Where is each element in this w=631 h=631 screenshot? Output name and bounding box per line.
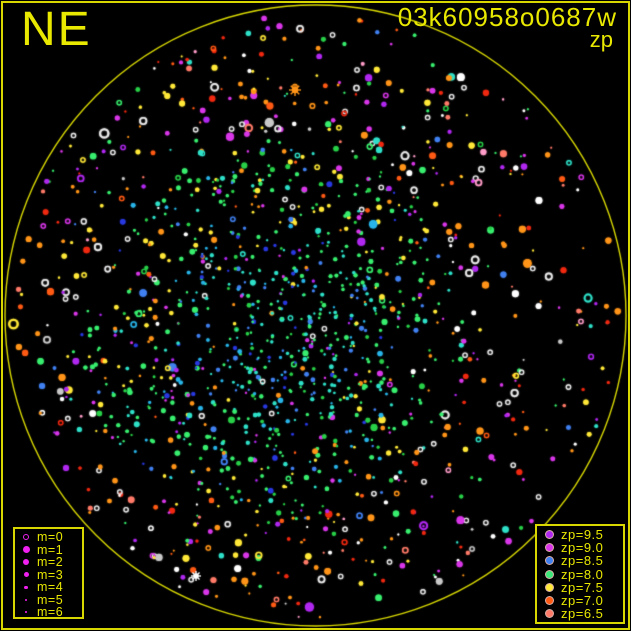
zp70-dot-marker-icon [545, 596, 553, 604]
legend-label-m3: m=3 [37, 567, 64, 582]
legend-row-m3: m=3 [15, 567, 82, 582]
zp90-dot-marker-icon [545, 544, 553, 552]
zp65-dot-marker-icon [545, 609, 553, 617]
zp75-dot-marker-icon [545, 583, 553, 591]
legend-row-zp85: zp=8.5 [537, 554, 623, 567]
legend-row-m0: m=0 [15, 531, 82, 544]
legend-label-m0: m=0 [37, 530, 64, 544]
legend-label-zp95: zp=9.5 [561, 527, 604, 543]
legend-label-zp90: zp=9.0 [561, 540, 604, 556]
legend-label-zp70: zp=7.0 [561, 592, 604, 608]
legend-label-m6: m=6 [37, 605, 64, 619]
legend-label-zp75: zp=7.5 [561, 579, 604, 595]
m0-ring-marker-icon [23, 534, 29, 541]
m5-dot-marker-icon [24, 598, 28, 601]
legend-label-zp65: zp=6.5 [561, 605, 604, 621]
zp-axis-label: zp [589, 27, 613, 52]
zeropoint-legend: zp=9.5 zp=9.0 zp=8.5 zp=8.0 zp=7.5 zp=7.… [535, 524, 625, 624]
legend-label-m1: m=1 [37, 542, 64, 557]
orientation-label: NE [21, 3, 92, 56]
legend-row-zp80: zp=8.0 [537, 568, 623, 581]
legend-row-m5: m=5 [15, 592, 82, 607]
m3-dot-marker-icon [23, 572, 29, 578]
legend-label-zp85: zp=8.5 [561, 553, 604, 569]
zp85-dot-marker-icon [545, 557, 553, 565]
magnitude-legend: m=0 m=1 m=2 m=3 m=4 m=5 m=6 [13, 527, 84, 619]
legend-label-zp80: zp=8.0 [561, 566, 604, 582]
m2-dot-marker-icon [23, 559, 29, 566]
legend-row-zp75: zp=7.5 [537, 581, 623, 594]
m1-dot-marker-icon [22, 546, 30, 554]
m6-dot-marker-icon [25, 611, 27, 614]
legend-row-m4: m=4 [15, 581, 82, 594]
legend-row-m6: m=6 [15, 606, 82, 619]
zp80-dot-marker-icon [545, 570, 553, 578]
legend-row-zp95: zp=9.5 [537, 528, 623, 541]
plate-id-label: 03k60958o0687w [397, 2, 617, 32]
legend-label-m2: m=2 [37, 555, 64, 569]
legend-row-m2: m=2 [15, 556, 82, 569]
legend-row-zp70: zp=7.0 [537, 594, 623, 607]
legend-row-m1: m=1 [15, 542, 82, 557]
m4-dot-marker-icon [24, 585, 28, 589]
zp95-dot-marker-icon [545, 531, 553, 539]
legend-label-m5: m=5 [37, 592, 64, 607]
legend-label-m4: m=4 [37, 580, 64, 594]
legend-row-zp65: zp=6.5 [537, 607, 623, 620]
legend-row-zp90: zp=9.0 [537, 541, 623, 554]
